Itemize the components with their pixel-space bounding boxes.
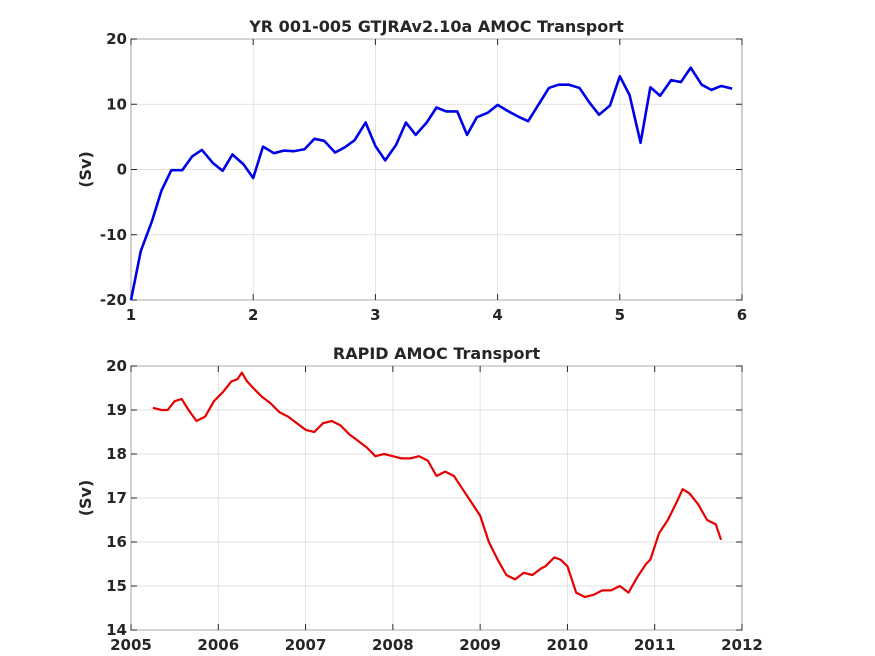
x-tick-label-top: 3	[370, 306, 380, 324]
y-tick-label-top: -20	[100, 291, 127, 309]
series-line-gtjra	[129, 66, 733, 301]
y-axis-label-bottom: (Sv)	[76, 480, 95, 517]
x-tick-label-top: 5	[615, 306, 625, 324]
chart-gtjra-amoc: 1 2 3 4 5 6 -20 -10 0 10 20 YR 001-005 GTJRAv2.10a…	[76, 17, 747, 324]
x-tick-label-top: 2	[248, 306, 258, 324]
y-tick-label-top: -10	[100, 226, 127, 244]
y-tick-label-bottom: 14	[106, 621, 127, 639]
chart-title-bottom: RAPID AMOC Transport	[333, 344, 541, 363]
x-tick-label-bottom: 2012	[721, 636, 763, 654]
chart-rapid-amoc: 2005 2006 2007 2008 2009 2010 2011 2012 14 15 16 17…	[76, 344, 763, 654]
x-tick-label-bottom: 2006	[197, 636, 239, 654]
y-tick-label-bottom: 17	[106, 489, 127, 507]
x-tick-label-bottom: 2005	[110, 636, 152, 654]
y-tick-label-bottom: 15	[106, 577, 127, 595]
grid-top	[130, 38, 743, 301]
x-tick-label-bottom: 2007	[285, 636, 327, 654]
y-tick-label-bottom: 19	[106, 401, 127, 419]
y-tick-label-top: 10	[106, 95, 127, 113]
y-axis-label-top: (Sv)	[76, 151, 95, 188]
x-tick-label-bottom: 2010	[547, 636, 589, 654]
y-tick-label-bottom: 18	[106, 445, 127, 463]
y-tick-label-bottom: 20	[106, 357, 127, 375]
x-tick-label-top: 4	[492, 306, 502, 324]
ticks-bottom: 2005 2006 2007 2008 2009 2010 2011 2012 14 15 16 17…	[106, 357, 763, 654]
x-tick-label-top: 6	[737, 306, 747, 324]
ticks-top: 1 2 3 4 5 6 -20 -10 0 10 20	[100, 30, 747, 324]
x-tick-label-bottom: 2008	[372, 636, 414, 654]
grid-bottom	[130, 365, 743, 631]
series-line-rapid	[152, 371, 723, 599]
x-tick-label-bottom: 2011	[634, 636, 676, 654]
y-tick-label-top: 20	[106, 30, 127, 48]
x-tick-label-top: 1	[126, 306, 136, 324]
y-tick-label-bottom: 16	[106, 533, 127, 551]
x-tick-label-bottom: 2009	[459, 636, 501, 654]
y-tick-label-top: 0	[117, 161, 127, 179]
chart-title-top: YR 001-005 GTJRAv2.10a AMOC Transport	[248, 17, 624, 36]
